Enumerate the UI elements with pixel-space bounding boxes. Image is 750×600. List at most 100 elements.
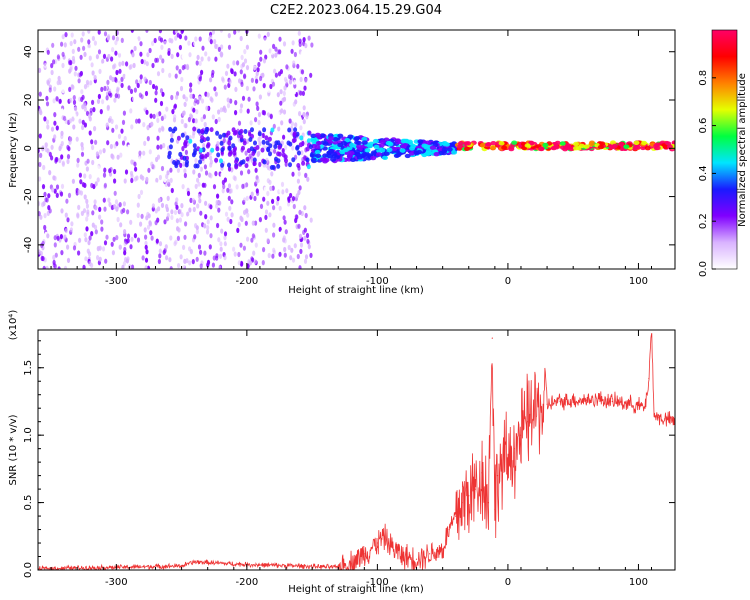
spectrogram-cell	[334, 155, 341, 160]
spectrogram-cell	[157, 197, 161, 203]
spectrogram-cell	[300, 50, 304, 57]
spectrogram-cell	[139, 74, 143, 80]
spectrogram-cell	[228, 205, 232, 211]
spectrogram-cell	[208, 244, 212, 250]
spectrogram-cell	[245, 85, 249, 91]
spectrogram-cell	[173, 241, 177, 247]
spectrogram-cell	[52, 254, 56, 261]
spectrogram-cell	[165, 203, 169, 210]
spectrogram-cell	[178, 208, 182, 215]
spectrogram-cell	[508, 145, 515, 150]
spectrogram-cell	[91, 159, 95, 166]
spectrogram-cell	[282, 134, 286, 140]
spectrogram-cell	[184, 245, 188, 251]
spectrogram-cell	[91, 210, 95, 216]
spectrogram-cell	[96, 255, 100, 261]
spectrogram-cell	[282, 109, 287, 115]
spectrogram-cell	[215, 43, 219, 50]
spectrogram-cell	[56, 54, 61, 60]
spectrogram-cell	[53, 86, 57, 92]
snr-data-point	[513, 448, 516, 450]
spectrogram-cell	[179, 85, 184, 92]
spectrogram-cell	[209, 215, 213, 221]
spectrogram-cell	[424, 151, 431, 156]
spectrogram-cell	[59, 177, 63, 183]
spectrogram-cell	[197, 181, 201, 187]
spectrogram-cell	[306, 176, 310, 182]
spectrogram-cell	[106, 105, 110, 112]
spectrogram-cell	[276, 140, 281, 146]
spectrogram-cell	[138, 92, 142, 98]
spectrogram-cell	[52, 98, 56, 104]
spectrogram-cell	[176, 235, 180, 241]
spectrogram-cell	[300, 69, 305, 75]
spectrogram-cell	[169, 266, 173, 269]
spectrogram-cell	[278, 36, 282, 42]
spectrogram-cell	[255, 101, 259, 107]
spectrogram-cell	[265, 140, 270, 146]
snr-data-point	[500, 468, 502, 470]
spectrogram-cell	[292, 60, 296, 66]
spectrogram-cell	[111, 35, 116, 41]
spectrogram-cell	[298, 265, 302, 269]
spectrogram-cell	[528, 140, 535, 145]
spectrogram-cell	[297, 223, 301, 229]
spectrogram-cell	[143, 76, 147, 82]
spectrogram-cell	[226, 187, 230, 193]
spectrogram-cell	[101, 63, 105, 69]
spectrogram-cell	[197, 172, 201, 178]
spectrogram-cell	[130, 124, 134, 130]
spectrogram-cell	[233, 30, 237, 35]
spectrogram-cell	[176, 167, 180, 173]
spectrogram-cell	[102, 172, 107, 178]
spectrogram-cell	[78, 172, 82, 178]
spectrogram-cell	[240, 81, 244, 87]
spectrogram-cell	[239, 108, 243, 114]
spectrogram-cell	[154, 182, 158, 188]
spectrogram-cell	[400, 144, 407, 149]
spectrogram-cell	[90, 231, 94, 237]
spectrogram-cell	[274, 72, 278, 78]
spectrogram-cell	[243, 197, 247, 203]
spectrogram-cell	[195, 256, 199, 262]
spectrogram-cell	[266, 237, 270, 243]
spectrogram-cell	[71, 178, 75, 184]
spectrogram-y-tick-label: -20	[23, 188, 34, 204]
spectrogram-cell	[53, 112, 57, 118]
spectrogram-cell	[115, 69, 119, 76]
spectrogram-cell	[183, 168, 187, 174]
spectrogram-cell	[152, 113, 156, 119]
spectrogram-cell	[254, 117, 258, 123]
spectrogram-cell	[289, 255, 293, 261]
spectrogram-cell	[274, 46, 278, 52]
spectrogram-cell	[85, 226, 89, 232]
spectrogram-cell	[251, 233, 255, 239]
spectrogram-cell	[48, 87, 52, 93]
spectrogram-cell	[124, 169, 129, 175]
spectrogram-cell	[156, 117, 160, 123]
spectrogram-cell	[293, 127, 298, 133]
spectrogram-cell	[227, 146, 232, 151]
spectrogram-cell	[223, 235, 227, 241]
spectrogram-cell	[185, 135, 190, 141]
colorbar-label: Normalized spectral amplitude	[737, 73, 748, 227]
spectrogram-cell	[96, 165, 100, 171]
spectrogram-cell	[226, 130, 231, 136]
spectrogram-cell	[136, 237, 141, 243]
spectrogram-cell	[196, 54, 200, 61]
spectrogram-cell	[83, 51, 87, 58]
spectrogram-cell	[246, 236, 250, 242]
spectrogram-cell	[139, 189, 144, 195]
spectrogram-cell	[55, 184, 60, 190]
spectrogram-cell	[232, 60, 236, 66]
spectrogram-cell	[143, 103, 147, 109]
spectrogram-cell	[92, 92, 96, 98]
spectrogram-cell	[146, 52, 150, 58]
spectrogram-cell	[227, 44, 232, 50]
spectrogram-cell	[239, 35, 243, 42]
spectrogram-cell	[167, 150, 172, 156]
snr-data-point	[383, 535, 385, 537]
spectrogram-cell	[171, 128, 176, 134]
spectrogram-cell	[288, 118, 292, 124]
spectrogram-cell	[125, 61, 129, 67]
